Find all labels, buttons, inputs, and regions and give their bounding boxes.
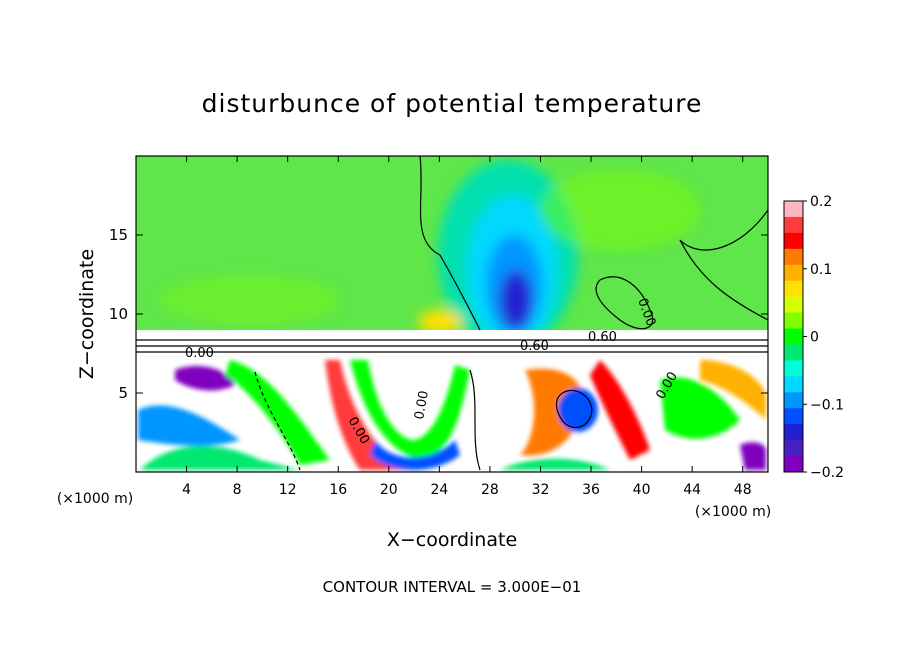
colorbar-swatch bbox=[784, 280, 803, 298]
lower-blue-u bbox=[370, 440, 460, 470]
contour-lines bbox=[136, 156, 768, 471]
chart-title: disturbunce of potential temperature bbox=[202, 89, 703, 118]
x-tick-label: 32 bbox=[532, 482, 550, 498]
colorbar-swatch bbox=[784, 456, 803, 473]
colorbar-tick-label: −0.2 bbox=[810, 465, 844, 481]
colorbar-swatch bbox=[784, 376, 803, 393]
lower-green-u bbox=[350, 360, 470, 460]
light-green-band bbox=[540, 170, 700, 250]
heatmap-field bbox=[136, 156, 768, 472]
lower-purple-left bbox=[175, 365, 235, 391]
colorbar-tick-label: 0 bbox=[810, 330, 819, 346]
colorbar-swatch bbox=[784, 296, 803, 314]
x-axis-label: X−coordinate bbox=[387, 529, 517, 551]
y-tick-label: 15 bbox=[109, 226, 128, 244]
colorbar-tick-label: −0.1 bbox=[810, 397, 844, 413]
x-axis-unit-right: (×1000 m) bbox=[695, 504, 771, 520]
contour-label: 0.00 bbox=[185, 346, 214, 361]
x-axis-unit: (×1000 m) bbox=[57, 491, 133, 507]
lower-green-left bbox=[225, 360, 330, 465]
x-tick-label: 44 bbox=[683, 482, 701, 498]
colorbar-swatch bbox=[784, 360, 803, 377]
colorbar-swatch bbox=[784, 424, 803, 441]
lower-red-u bbox=[325, 360, 420, 470]
lower-purple-right bbox=[740, 442, 766, 470]
y-tick-label: 10 bbox=[109, 305, 128, 323]
lower-green-swirl bbox=[140, 446, 300, 470]
x-tick-label: 8 bbox=[233, 482, 242, 498]
colorbar: 0.2 0.1 0 −0.1 −0.2 bbox=[783, 194, 844, 481]
x-tick-label: 20 bbox=[380, 482, 398, 498]
colorbar-swatch bbox=[784, 264, 803, 282]
colorbar-swatch bbox=[784, 344, 803, 361]
warm-patch bbox=[418, 310, 462, 334]
lower-orange-right2 bbox=[700, 360, 766, 420]
colorbar-swatch bbox=[784, 201, 803, 218]
contour-label: 0.60 bbox=[520, 339, 549, 354]
colorbar-swatch bbox=[784, 392, 803, 409]
lower-green-right bbox=[660, 377, 740, 439]
x-tick-label: 12 bbox=[279, 482, 297, 498]
x-tick-label: 16 bbox=[329, 482, 347, 498]
light-green-band-2 bbox=[160, 275, 340, 325]
y-tick-label: 5 bbox=[118, 384, 128, 402]
x-tick-label: 28 bbox=[481, 482, 499, 498]
tropopause-band bbox=[136, 330, 768, 354]
contour-label: 0.60 bbox=[588, 330, 617, 345]
y-axis-label: Z−coordinate bbox=[76, 249, 98, 379]
colorbar-swatch bbox=[784, 232, 803, 250]
x-tick-label: 24 bbox=[430, 482, 448, 498]
x-tick-label: 4 bbox=[182, 482, 191, 498]
x-tick-label: 36 bbox=[582, 482, 600, 498]
colorbar-swatch bbox=[784, 312, 803, 330]
lower-green-bottom bbox=[500, 458, 610, 470]
colorbar-swatch bbox=[784, 216, 803, 234]
lower-blue-left bbox=[138, 405, 240, 446]
colorbar-swatch bbox=[784, 328, 803, 345]
x-tick-label: 40 bbox=[633, 482, 651, 498]
colorbar-swatch bbox=[784, 408, 803, 425]
colorbar-tick-label: 0.1 bbox=[810, 262, 832, 278]
contour-label: 0.00 bbox=[412, 390, 432, 421]
lower-red-right bbox=[590, 360, 650, 460]
colorbar-swatch bbox=[784, 248, 803, 266]
colorbar-tick-label: 0.2 bbox=[810, 194, 832, 210]
x-tick-label: 48 bbox=[734, 482, 752, 498]
colorbar-swatch bbox=[784, 440, 803, 457]
cool-plume-core bbox=[500, 270, 532, 330]
footer-contour-interval: CONTOUR INTERVAL = 3.000E−01 bbox=[323, 578, 582, 596]
